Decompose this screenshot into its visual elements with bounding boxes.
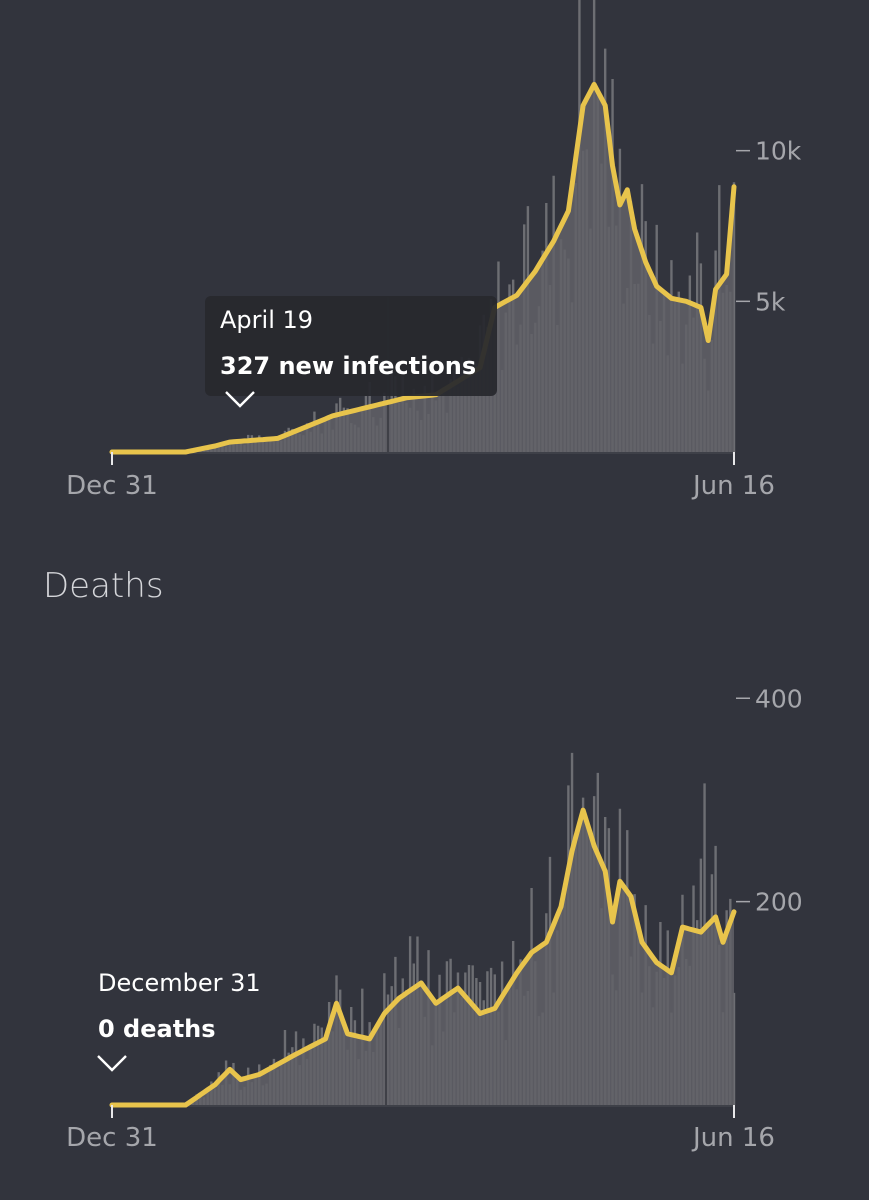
y-tick-label: 200 — [755, 888, 803, 917]
deaths-tooltip-date: December 31 — [98, 969, 261, 997]
deaths-chart[interactable]: 200 400 Dec 31 Jun 16 December 31 0 death… — [66, 684, 803, 1153]
infections-tooltip-date: April 19 — [220, 306, 313, 334]
infections-tooltip-value: 327 new infections — [220, 352, 476, 380]
infections-x-end-label: Jun 16 — [691, 471, 775, 501]
y-tick-label: 400 — [755, 684, 803, 713]
infections-tooltip: April 19 327 new infections — [205, 296, 497, 408]
infections-area — [112, 84, 734, 453]
infections-chart[interactable]: 5k 10k Dec 31 Jun 16 April 19 327 new inf… — [66, 0, 802, 501]
deaths-area — [112, 810, 734, 1105]
y-tick-label: 10k — [755, 137, 802, 166]
deaths-section-title: Deaths — [43, 566, 164, 606]
deaths-tooltip: December 31 0 deaths — [97, 969, 261, 1072]
infections-tooltip-box — [205, 296, 497, 396]
chevron-down-icon — [225, 391, 255, 408]
chevron-down-icon — [97, 1055, 127, 1072]
infections-average-line — [109, 81, 737, 455]
infections-x-axis: Dec 31 Jun 16 — [66, 452, 775, 501]
deaths-x-start-label: Dec 31 — [66, 1123, 158, 1153]
deaths-x-end-label: Jun 16 — [691, 1123, 775, 1153]
deaths-x-axis: Dec 31 Jun 16 — [66, 1105, 775, 1153]
infections-y-axis: 5k 10k — [736, 137, 802, 316]
infections-x-start-label: Dec 31 — [66, 471, 158, 501]
y-tick-label: 5k — [755, 287, 786, 316]
deaths-average-line — [109, 807, 737, 1108]
deaths-y-axis: 200 400 — [736, 684, 803, 917]
deaths-tooltip-value: 0 deaths — [98, 1015, 216, 1043]
